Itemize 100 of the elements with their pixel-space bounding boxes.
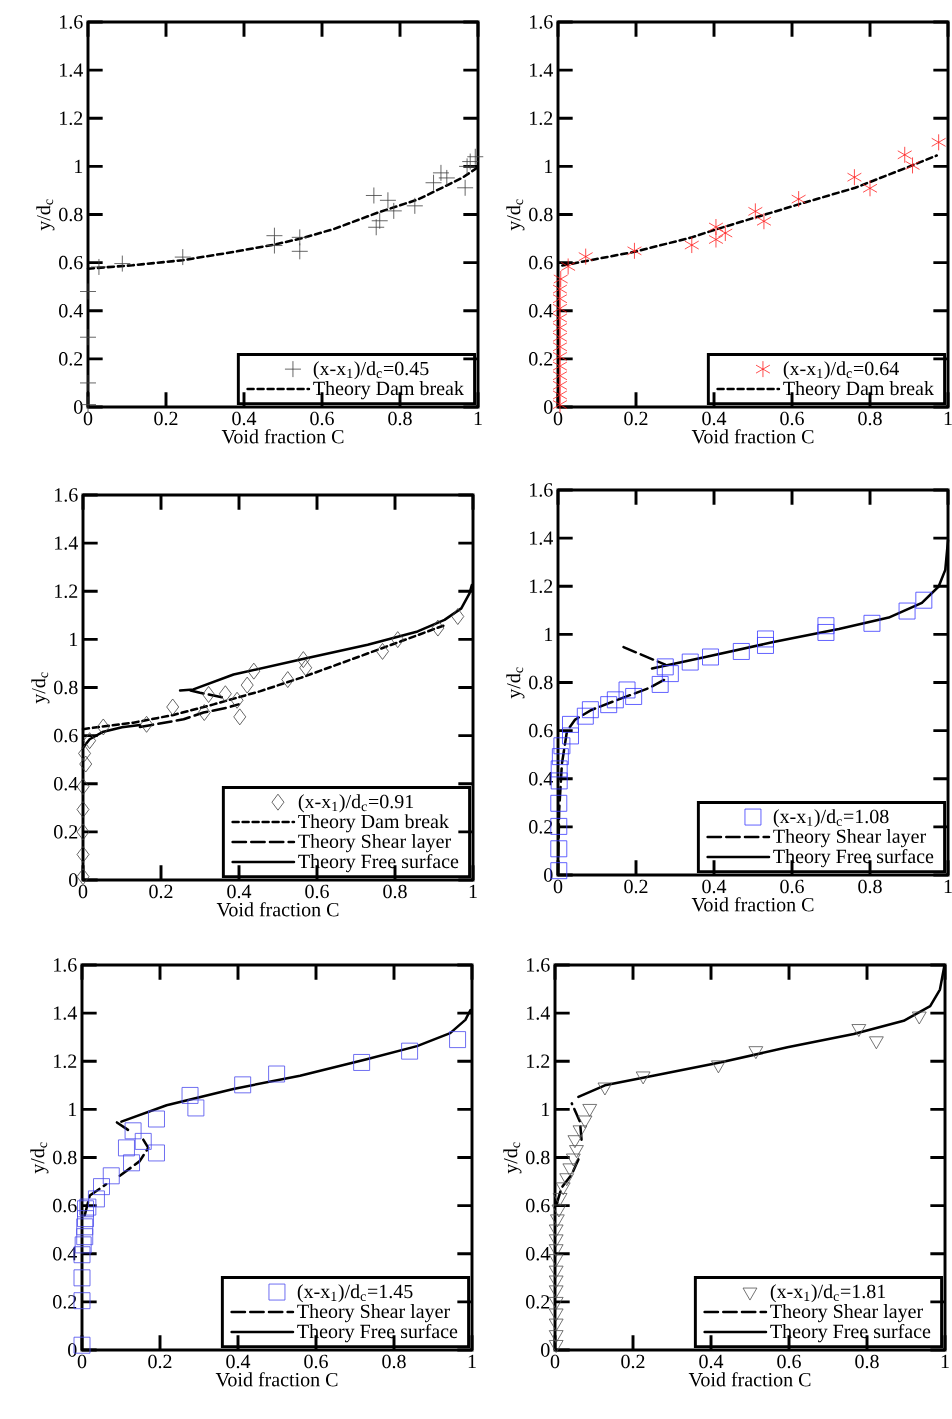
legend-label: (x-x$_{1}$)/d$_{c}$=0.91 (298, 794, 414, 813)
x-axis-title: Void fraction C (691, 429, 814, 444)
y-tick-label: 0.2 (526, 1295, 550, 1309)
y-tick-label: 0.2 (529, 352, 553, 366)
x-tick-label: 1 (469, 884, 477, 898)
x-tick-label: 1 (941, 1354, 949, 1368)
y-tick-label: 1 (70, 632, 78, 646)
legend-label: Theory Free surface (298, 853, 459, 873)
x-tick-label: 0.2 (621, 1354, 645, 1369)
x-axis-title: Void fraction C (215, 1372, 338, 1387)
y-tick-label: 0.4 (529, 771, 553, 786)
x-axis-title: Void fraction C (216, 902, 339, 917)
x-tick-label: 0.2 (148, 1354, 172, 1369)
x-tick-label: 0.2 (624, 879, 648, 894)
y-tick-label: 0 (74, 400, 83, 414)
y-tick-label: 0.6 (529, 723, 553, 738)
y-axis-title: y/d$_{c}$ (503, 1142, 522, 1174)
y-tick-label: 1.2 (530, 579, 553, 594)
y-tick-label: 1.4 (530, 531, 553, 545)
y-tick-label: 1.4 (54, 1006, 77, 1020)
x-tick-label: 1 (944, 411, 952, 425)
y-tick-label: 0 (68, 1343, 77, 1357)
x-tick-label: 0.8 (858, 411, 882, 426)
y-tick-label: 0.6 (526, 1198, 550, 1213)
legend-label: (x-x$_{1}$)/d$_{c}$=0.45 (313, 361, 429, 380)
x-tick-label: 0.2 (624, 411, 648, 426)
y-tick-label: 0.8 (59, 207, 83, 222)
legend-label: (x-x$_{1}$)/d$_{c}$=1.81 (770, 1284, 886, 1303)
y-tick-label: 0.4 (526, 1246, 550, 1261)
x-tick-label: 0.6 (780, 411, 804, 426)
legend-label: (x-x$_{1}$)/d$_{c}$=1.45 (297, 1284, 413, 1303)
y-tick-label: 0 (541, 1343, 550, 1357)
y-tick-label: 0.8 (53, 1150, 77, 1165)
y-tick-label: 1.4 (60, 63, 83, 77)
y-tick-label: 1.4 (527, 1006, 550, 1020)
legend-label: Theory Dam break (313, 381, 464, 400)
legend-label: Theory Free surface (297, 1323, 458, 1343)
y-tick-label: 1.2 (530, 111, 553, 126)
x-tick-label: 0.8 (858, 879, 882, 894)
legend-label: Theory Dam break (298, 814, 449, 833)
x-tick-label: 0.6 (780, 879, 804, 894)
y-tick-label: 1.6 (527, 958, 550, 972)
x-axis-title: Void fraction C (221, 429, 344, 444)
y-tick-label: 0.8 (529, 675, 553, 690)
legend-label: (x-x$_{1}$)/d$_{c}$=0.64 (783, 361, 899, 380)
x-tick-label: 0.4 (232, 411, 257, 426)
y-tick-label: 1 (542, 1102, 550, 1116)
legend-label: Theory Shear layer (770, 1304, 923, 1323)
legend-label: Theory Shear layer (773, 829, 926, 848)
y-tick-label: 0.2 (529, 820, 553, 834)
x-tick-label: 0.4 (702, 879, 727, 894)
y-tick-label: 1.6 (60, 15, 83, 29)
y-tick-label: 1.6 (55, 488, 78, 502)
y-axis-title: y/d$_{c}$ (506, 667, 525, 699)
x-axis-title: Void fraction C (688, 1372, 811, 1387)
y-tick-label: 1.2 (54, 1054, 77, 1069)
y-axis-title: y/d$_{c}$ (31, 672, 50, 704)
y-tick-label: 0.6 (54, 728, 78, 743)
y-tick-label: 0.8 (529, 207, 553, 222)
legend-label: Theory Free surface (770, 1323, 931, 1343)
y-tick-label: 1.6 (530, 15, 553, 29)
y-tick-label: 1.4 (55, 536, 78, 550)
y-tick-label: 1.2 (527, 1054, 550, 1069)
legend-label: Theory Free surface (773, 848, 934, 868)
x-tick-label: 0.6 (305, 884, 329, 899)
y-tick-label: 1.6 (530, 483, 553, 497)
x-tick-label: 0.8 (388, 411, 412, 426)
y-tick-label: 1.2 (55, 584, 78, 599)
x-tick-label: 0.4 (226, 1354, 251, 1369)
y-tick-label: 1.4 (530, 63, 553, 77)
legend-label: Theory Shear layer (297, 1304, 450, 1323)
legend-label: (x-x$_{1}$)/d$_{c}$=1.08 (773, 809, 889, 828)
y-tick-label: 1 (75, 159, 83, 173)
y-axis-title: y/d$_{c}$ (30, 1142, 49, 1174)
x-tick-label: 0.8 (382, 1354, 406, 1369)
y-tick-label: 0.8 (526, 1150, 550, 1165)
legend-label: Theory Shear layer (298, 834, 451, 853)
x-tick-label: 1 (944, 879, 952, 893)
x-tick-label: 1 (468, 1354, 476, 1368)
y-tick-label: 0.2 (53, 1295, 77, 1309)
x-tick-label: 1 (474, 411, 482, 425)
x-tick-label: 0.2 (154, 411, 178, 426)
y-tick-label: 1.2 (60, 111, 83, 126)
y-tick-label: 1 (69, 1102, 77, 1116)
x-tick-label: 0.4 (227, 884, 252, 899)
x-axis-title: Void fraction C (691, 897, 814, 912)
legend-label: Theory Dam break (783, 381, 934, 400)
x-tick-label: 0.8 (383, 884, 407, 899)
y-tick-label: 0.4 (53, 1246, 77, 1261)
x-tick-label: 0.6 (777, 1354, 801, 1369)
y-tick-label: 0.4 (529, 303, 553, 318)
y-tick-label: 0.4 (54, 776, 78, 791)
y-tick-label: 0.2 (54, 825, 78, 839)
y-axis-title: y/d$_{c}$ (36, 199, 55, 231)
y-tick-label: 0.6 (53, 1198, 77, 1213)
x-tick-label: 0.6 (310, 411, 334, 426)
y-axis-title: y/d$_{c}$ (506, 199, 525, 231)
y-tick-label: 0.6 (529, 255, 553, 270)
x-tick-label: 0.8 (855, 1354, 879, 1369)
x-tick-label: 0.4 (699, 1354, 724, 1369)
